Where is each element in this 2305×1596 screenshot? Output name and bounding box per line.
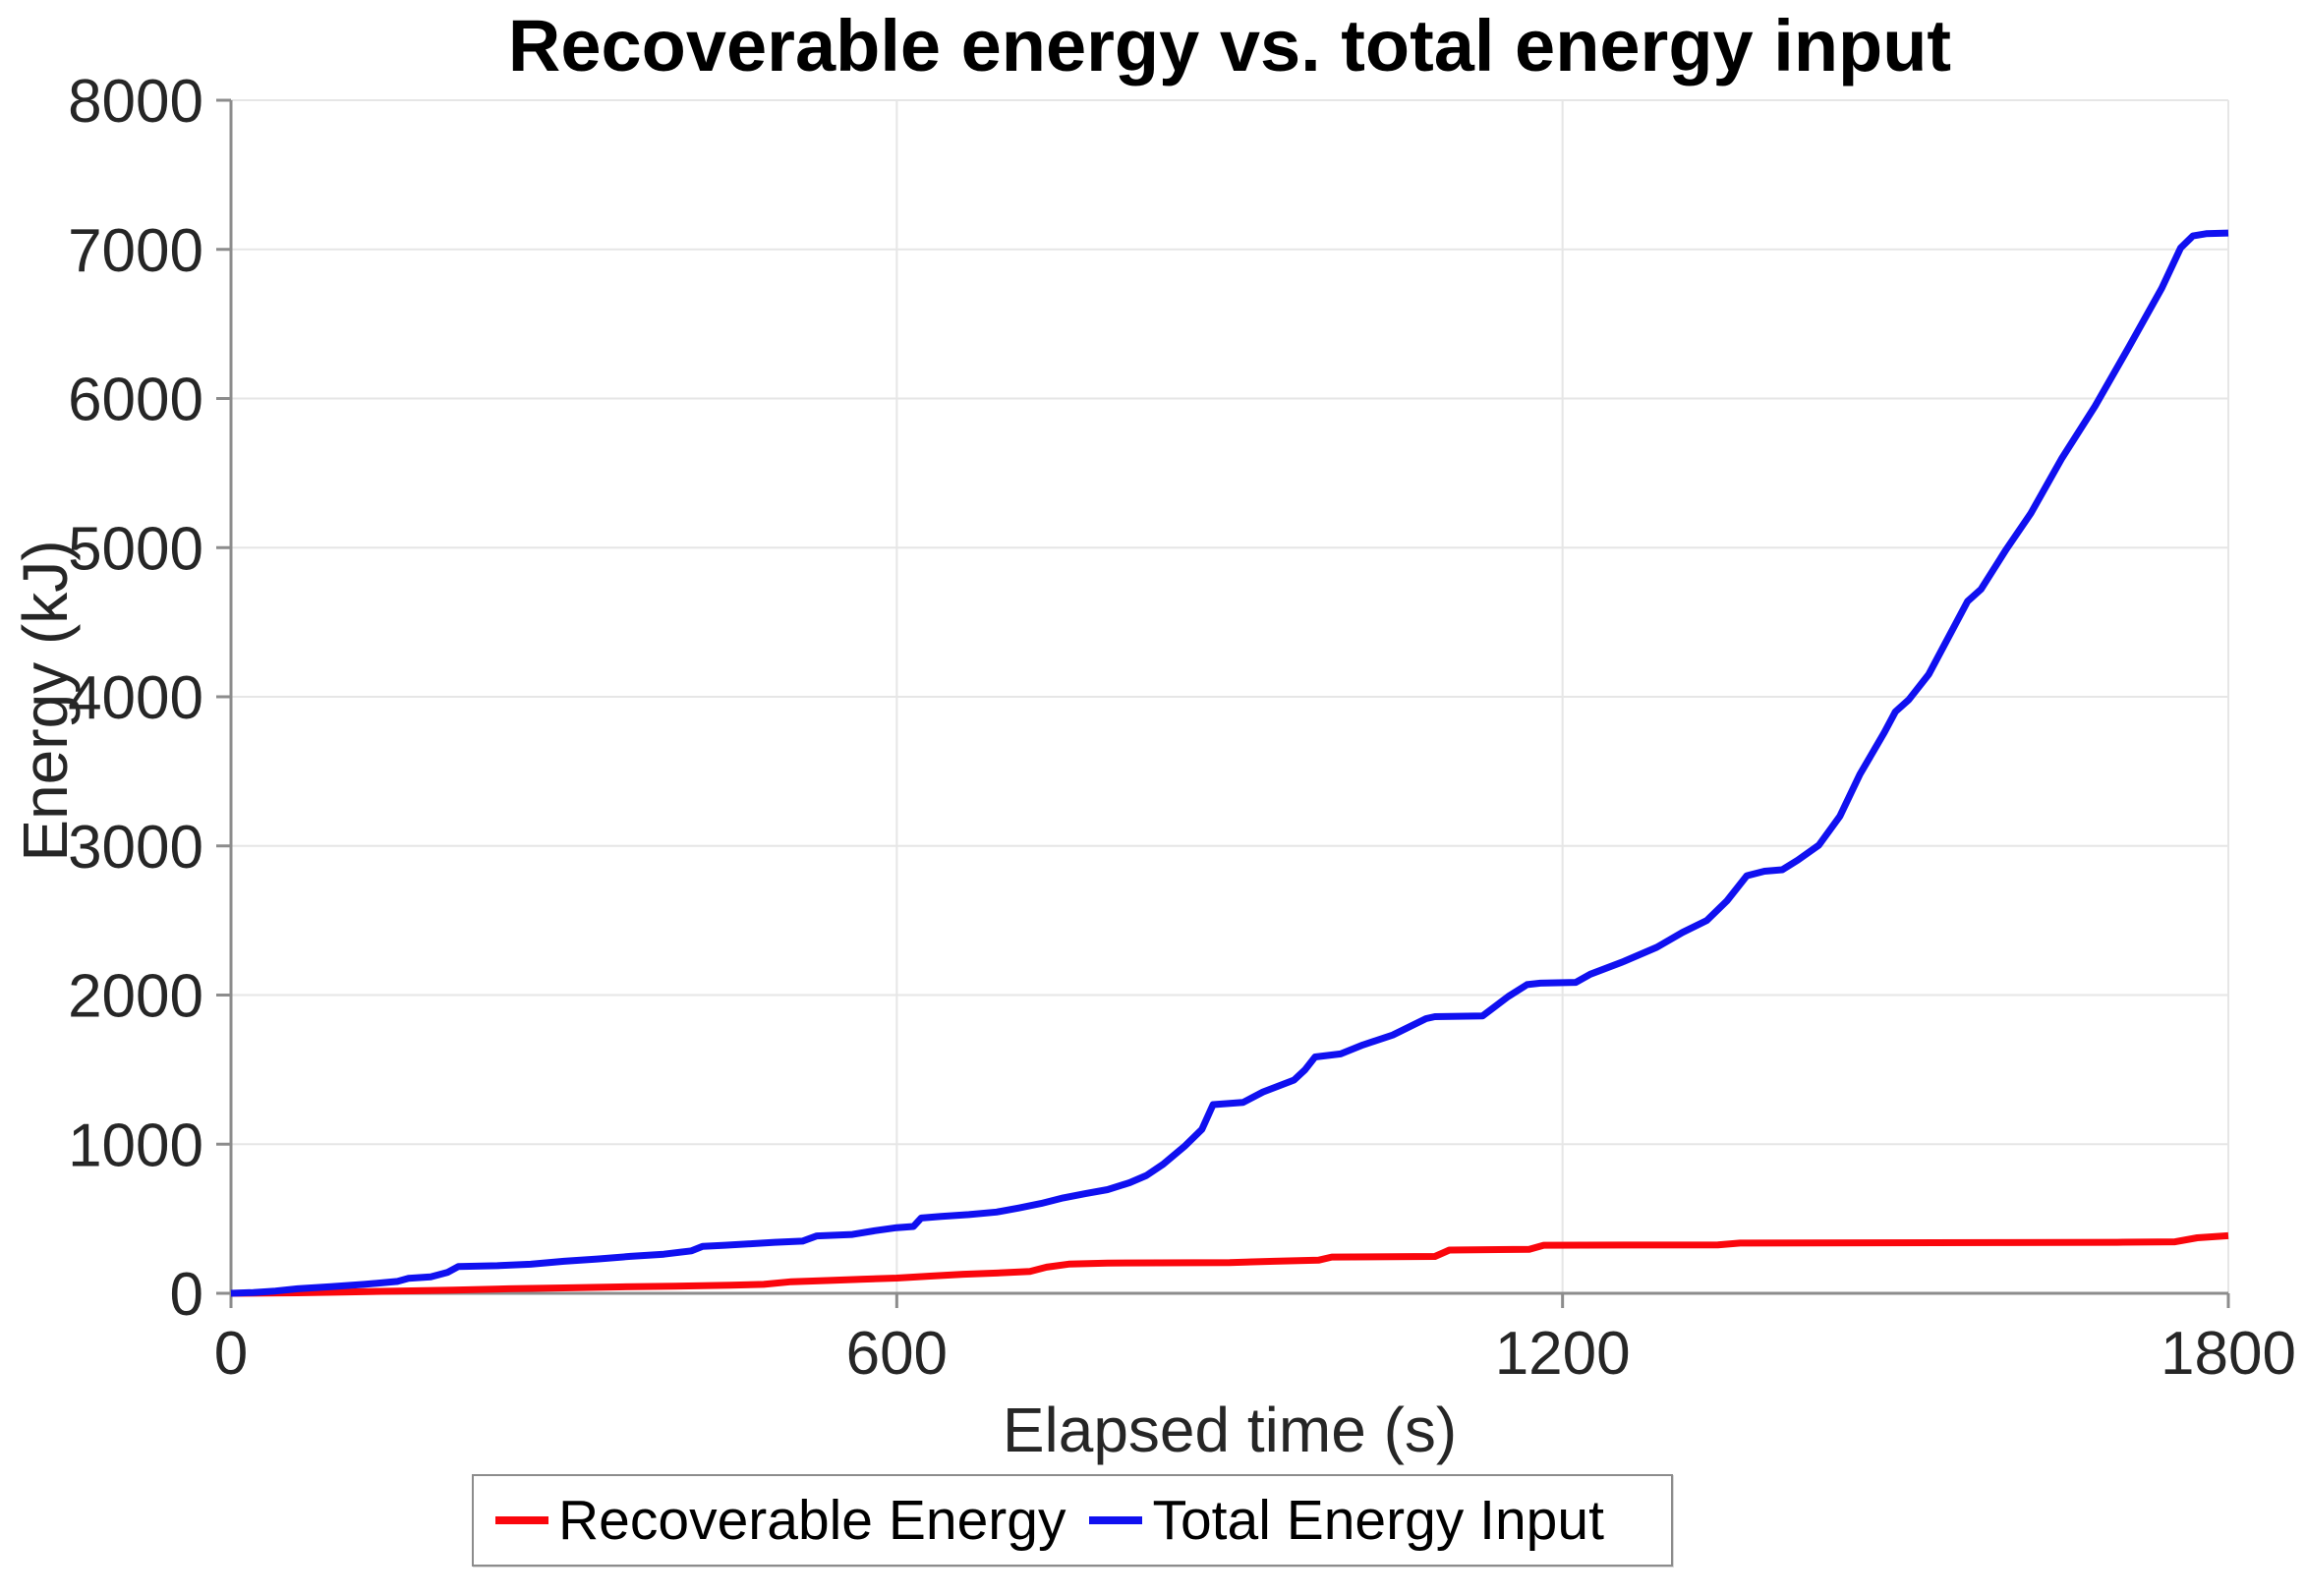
legend-line-swatch-blue: [1089, 1516, 1143, 1524]
svg-text:7000: 7000: [68, 217, 203, 285]
svg-text:1000: 1000: [68, 1112, 203, 1179]
axis-ticks: [216, 98, 2230, 1308]
svg-text:2000: 2000: [68, 963, 203, 1031]
legend-item-total-energy-input: Total Energy Input: [1089, 1488, 1604, 1553]
svg-text:600: 600: [846, 1320, 948, 1388]
legend-label-total-energy-input: Total Energy Input: [1152, 1489, 1604, 1552]
svg-text:8000: 8000: [68, 68, 203, 136]
svg-text:6000: 6000: [68, 367, 203, 434]
svg-text:5000: 5000: [68, 515, 203, 583]
legend-line-swatch-red: [495, 1516, 548, 1524]
svg-text:3000: 3000: [68, 814, 203, 882]
tick-labels: 0 600 1200 1800 0 1000 2000 3000 4000 5000 6000 700…: [68, 68, 2296, 1388]
legend-item-recoverable-energy: Recoverable Energy: [495, 1488, 1066, 1553]
svg-text:1200: 1200: [1495, 1320, 1631, 1388]
x-axis-label: Elapsed time (s): [1002, 1395, 1458, 1465]
legend-label-recoverable-energy: Recoverable Energy: [558, 1489, 1066, 1552]
svg-text:4000: 4000: [68, 664, 203, 732]
svg-text:1800: 1800: [2161, 1320, 2296, 1388]
legend: Recoverable Energy Total Energy Input: [472, 1474, 1673, 1567]
gridlines: [231, 99, 2229, 1293]
svg-text:0: 0: [214, 1320, 248, 1388]
svg-text:0: 0: [170, 1261, 203, 1329]
data-series-lines: [230, 229, 2229, 1297]
chart-title: Recoverable energy vs. total energy inpu…: [507, 5, 1952, 86]
